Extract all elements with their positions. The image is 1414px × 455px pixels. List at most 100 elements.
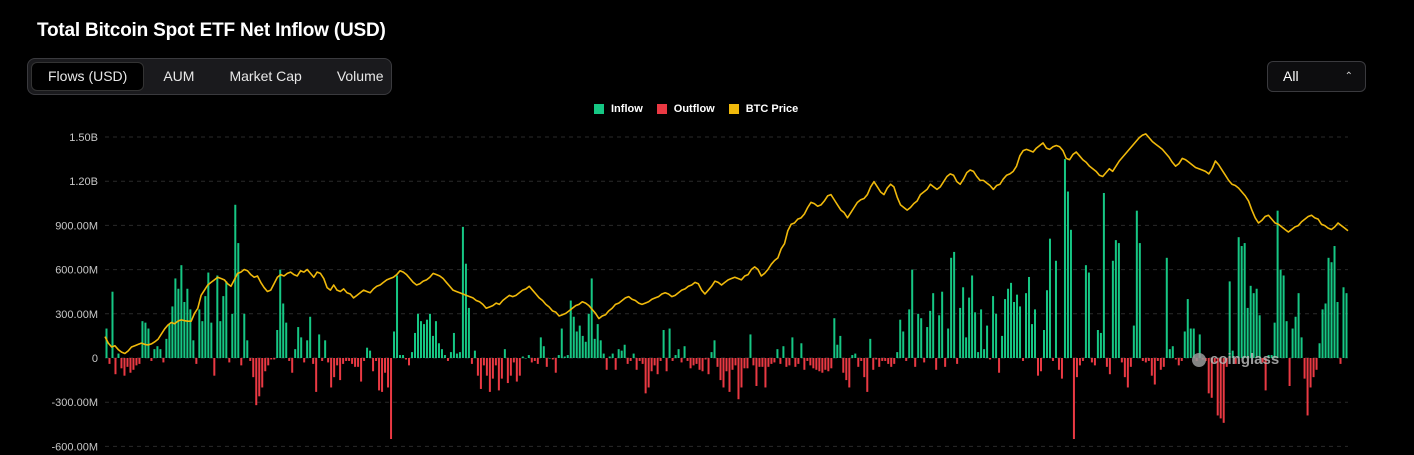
outflow-bar <box>500 358 503 379</box>
inflow-bar <box>1084 265 1087 358</box>
inflow-bar <box>782 346 785 358</box>
tab-aum[interactable]: AUM <box>163 68 195 84</box>
outflow-bar <box>1105 358 1108 367</box>
tab-volume[interactable]: Volume <box>336 68 384 84</box>
outflow-bar <box>866 358 869 392</box>
outflow-bar <box>1309 358 1312 388</box>
inflow-bar <box>177 288 180 358</box>
inflow-bar <box>587 313 590 358</box>
y-tick-label: 600.00M <box>55 265 98 277</box>
inflow-bar <box>575 331 578 358</box>
outflow-bar <box>249 358 252 361</box>
inflow-bar <box>425 319 428 358</box>
tab-flows[interactable]: Flows (USD) <box>31 62 145 91</box>
outflow-bar <box>797 358 800 364</box>
y-tick-label: 0 <box>92 353 98 365</box>
legend-btc-price[interactable]: BTC Price <box>728 103 798 115</box>
inflow-bar <box>294 349 297 358</box>
outflow-bar <box>890 358 893 367</box>
inflow-bar <box>980 309 983 358</box>
inflow-bar <box>1099 332 1102 358</box>
inflow-bar <box>968 297 971 358</box>
outflow-bar <box>1120 358 1123 363</box>
inflow-bar <box>917 313 920 358</box>
inflow-bar <box>461 226 464 358</box>
outflow-bar <box>333 358 336 378</box>
outflow-bar <box>1216 358 1219 416</box>
outflow-bar <box>1234 358 1237 364</box>
outflow-bar <box>1039 358 1042 372</box>
inflow-bar <box>411 352 414 358</box>
inflow-bar <box>279 269 282 358</box>
outflow-bar <box>806 358 809 361</box>
outflow-bar <box>641 358 644 364</box>
inflow-bar <box>1102 192 1105 358</box>
inflow-bar <box>611 353 614 358</box>
inflow-bar <box>1249 285 1252 358</box>
outflow-bar <box>1090 358 1093 363</box>
inflow-bar <box>1330 262 1333 358</box>
outflow-bar <box>482 358 485 366</box>
range-select[interactable]: All ⌃ <box>1267 61 1366 92</box>
inflow-bar <box>219 321 222 358</box>
outflow-bar <box>120 358 123 369</box>
legend-inflow-label: Inflow <box>611 103 643 115</box>
inflow-bar <box>677 349 680 358</box>
outflow-bar <box>698 358 701 370</box>
outflow-bar <box>659 358 662 361</box>
inflow-bar <box>836 344 839 358</box>
chart-legend: Inflow Outflow BTC Price <box>594 103 798 115</box>
outflow-bar <box>390 358 393 440</box>
outflow-bar <box>875 358 878 360</box>
inflow-bar <box>225 281 228 358</box>
outflow-bar <box>794 358 797 367</box>
outflow-bar <box>737 358 740 400</box>
inflow-bar <box>1063 159 1066 358</box>
outflow-bar <box>509 358 512 376</box>
inflow-bar <box>192 340 195 358</box>
inflow-bar <box>464 263 467 358</box>
inflow-bar <box>231 313 234 358</box>
outflow-bar <box>1129 358 1132 367</box>
btc-price-line <box>104 133 1349 355</box>
outflow-bar <box>129 358 132 373</box>
outflow-bar <box>485 358 488 376</box>
inflow-bar <box>557 355 560 358</box>
legend-inflow[interactable]: Inflow <box>594 103 643 115</box>
inflow-bar <box>318 334 321 358</box>
inflow-bar <box>189 309 192 358</box>
outflow-bar <box>653 358 656 366</box>
tab-market-cap[interactable]: Market Cap <box>229 68 302 84</box>
inflow-bar <box>186 288 189 358</box>
inflow-bar <box>1252 293 1255 358</box>
inflow-bar <box>1117 243 1120 358</box>
outflow-bar <box>605 358 608 370</box>
outflow-bar <box>1315 358 1318 370</box>
inflow-bar <box>183 302 186 358</box>
inflow-bar <box>437 343 440 358</box>
outflow-bar <box>905 358 908 361</box>
inflow-bar <box>974 312 977 358</box>
outflow-bar <box>213 358 216 376</box>
outflow-bar <box>935 358 938 370</box>
inflow-bar <box>1270 355 1273 358</box>
outflow-bar <box>270 358 273 360</box>
outflow-bar <box>357 358 360 367</box>
inflow-bar <box>503 349 506 358</box>
outflow-bar <box>764 358 767 388</box>
legend-outflow[interactable]: Outflow <box>656 103 715 115</box>
outflow-bar <box>1306 358 1309 416</box>
inflow-bar <box>1171 346 1174 358</box>
inflow-bar <box>563 356 566 358</box>
outflow-bar <box>1108 358 1111 375</box>
inflow-bar <box>243 313 246 358</box>
legend-outflow-swatch <box>656 104 667 114</box>
outflow-bar <box>725 358 728 372</box>
inflow-bar <box>1297 293 1300 358</box>
inflow-bar <box>141 321 144 358</box>
outflow-bar <box>761 358 764 367</box>
inflow-bar <box>920 318 923 358</box>
outflow-bar <box>1207 358 1210 394</box>
legend-btc-price-swatch <box>728 104 739 114</box>
